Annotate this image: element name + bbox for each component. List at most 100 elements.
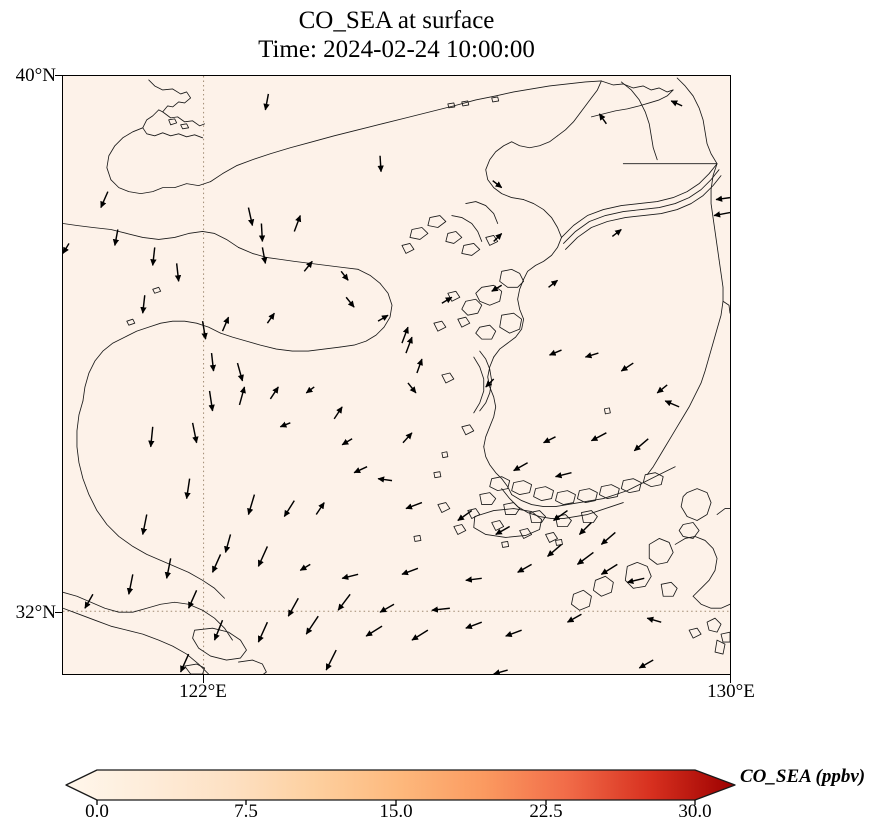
coast-nk-west-m bbox=[511, 135, 558, 149]
colorbar-graphic bbox=[65, 769, 736, 805]
map-plot-area[interactable] bbox=[62, 75, 731, 675]
island-zhoushan-2 bbox=[238, 659, 267, 674]
island-sk-w4 bbox=[441, 372, 455, 384]
coast-liaodong bbox=[148, 79, 192, 113]
island-sk-w2 bbox=[457, 316, 471, 328]
island-sk-w5 bbox=[461, 424, 475, 436]
title-line-variable: CO_SEA at surface bbox=[298, 7, 495, 34]
south-archipelago bbox=[437, 472, 664, 543]
coast-sk-south-1 bbox=[511, 466, 676, 507]
coast-bohai-s bbox=[110, 179, 211, 195]
coast-shandong-tip bbox=[600, 80, 674, 93]
island-zhoushan-3 bbox=[184, 663, 205, 674]
coast-hangzhou bbox=[63, 591, 233, 641]
island-goto-1 bbox=[592, 575, 614, 597]
island-ys-1 bbox=[152, 286, 162, 294]
island-liao-1 bbox=[168, 118, 178, 126]
islet-6 bbox=[501, 541, 510, 548]
coast-kyushu-2 bbox=[716, 508, 730, 515]
coast-nk-west-n bbox=[557, 80, 602, 137]
island-jp-5 bbox=[714, 639, 726, 655]
island-jeju bbox=[473, 508, 542, 538]
coast-jiangsu-m bbox=[238, 247, 359, 270]
colorbar-title: CO_SEA (ppbv) bbox=[740, 766, 866, 787]
border-dmz-1 bbox=[561, 163, 718, 238]
coast-sk-east-inlet bbox=[722, 300, 730, 314]
coast-south-1 bbox=[76, 400, 225, 599]
coast-sk-east-1 bbox=[710, 163, 720, 260]
coast-jiangsu-s bbox=[339, 268, 393, 348]
ytick-label-32n: 32°N bbox=[15, 602, 56, 623]
coast-liaodong-tip bbox=[142, 109, 204, 139]
island-nk-6 bbox=[485, 235, 499, 246]
island-bohai-1 bbox=[447, 102, 456, 109]
island-nk-3 bbox=[445, 231, 463, 244]
wind-vectors bbox=[63, 93, 730, 674]
islet-3 bbox=[413, 535, 422, 542]
map-graphics bbox=[63, 76, 730, 674]
islet-5 bbox=[603, 407, 611, 415]
gridlines bbox=[63, 76, 730, 674]
island-nk-4 bbox=[461, 243, 481, 256]
island-jp-1 bbox=[660, 581, 678, 597]
colorbar-tick-2: 15.0 bbox=[379, 801, 413, 822]
coast-sk-isl-cluster-3 bbox=[461, 298, 483, 316]
coast-shandong-s bbox=[590, 89, 674, 118]
islet-1 bbox=[433, 471, 442, 479]
island-bohai-3 bbox=[491, 96, 500, 103]
coast-kyushu-nw bbox=[674, 536, 718, 597]
colorbar-tick-3: 22.5 bbox=[529, 801, 563, 822]
islet-2 bbox=[441, 451, 449, 459]
coast-nk-isl-a bbox=[465, 201, 499, 224]
coast-sk-isl-long bbox=[479, 350, 493, 412]
island-tsushima-n bbox=[648, 538, 674, 565]
xtick-label-130e: 130°E bbox=[707, 681, 755, 702]
island-zhoushan-1 bbox=[192, 627, 247, 661]
xtick-label-122e: 122°E bbox=[179, 681, 227, 702]
coast-nk-inlet bbox=[485, 141, 525, 201]
islet-4 bbox=[555, 539, 563, 546]
island-tsushima-s bbox=[624, 561, 652, 589]
ytick-mark-40n bbox=[55, 75, 63, 77]
island-goto-2 bbox=[571, 589, 592, 611]
island-sk-w1 bbox=[447, 290, 461, 302]
island-ulleungdo bbox=[680, 488, 712, 521]
ytick-mark-32n bbox=[55, 612, 63, 614]
colorbar-tick-4: 30.0 bbox=[678, 801, 712, 822]
coast-hangzhou-s bbox=[63, 607, 209, 674]
island-jp-4 bbox=[720, 631, 730, 643]
island-nk-1 bbox=[427, 215, 447, 228]
title-line-time: Time: 2024-02-24 10:00:00 bbox=[258, 36, 535, 63]
coast-sk-isl-cluster-5 bbox=[475, 324, 497, 340]
island-ulleungdo-2 bbox=[678, 522, 700, 539]
coast-kyushu-w bbox=[692, 595, 730, 609]
island-bohai-2 bbox=[461, 100, 470, 107]
coast-shandong-n bbox=[210, 80, 602, 183]
colorbar-ticks bbox=[96, 800, 696, 805]
coast-sk-east-2 bbox=[708, 258, 724, 358]
border-dmz-2 bbox=[563, 169, 720, 244]
coast-nk-isl-b bbox=[451, 215, 483, 242]
coastlines bbox=[63, 77, 730, 674]
xtick-mark-130e bbox=[730, 675, 732, 683]
coast-sk-east-3 bbox=[646, 356, 710, 476]
island-ys-2 bbox=[126, 318, 136, 326]
coast-sk-west-1 bbox=[523, 237, 562, 280]
ytick-label-40n: 40°N bbox=[15, 65, 56, 86]
coast-sk-west-4 bbox=[483, 446, 513, 496]
island-sk-w3 bbox=[433, 320, 447, 332]
colorbar[interactable]: 0.0 7.5 15.0 22.5 30.0 CO_SEA (ppbv) bbox=[0, 755, 883, 839]
figure-title: CO_SEA at surface Time: 2024-02-24 10:00… bbox=[0, 6, 793, 64]
coast-yangtze-s bbox=[82, 320, 221, 402]
coast-liaodong-inner bbox=[162, 111, 205, 127]
coast-sk-isl-long2 bbox=[473, 356, 485, 414]
coast-jiangsu-n bbox=[63, 223, 239, 248]
island-jp-3 bbox=[688, 627, 702, 639]
coast-nk-east-2 bbox=[620, 81, 658, 161]
coast-yangtze-n bbox=[220, 332, 341, 352]
colorbar-gradient-body bbox=[65, 769, 736, 801]
coast-nk-west-s bbox=[523, 199, 562, 238]
coast-bohai bbox=[106, 127, 144, 181]
coast-sk-isl-cluster-1 bbox=[499, 268, 525, 288]
